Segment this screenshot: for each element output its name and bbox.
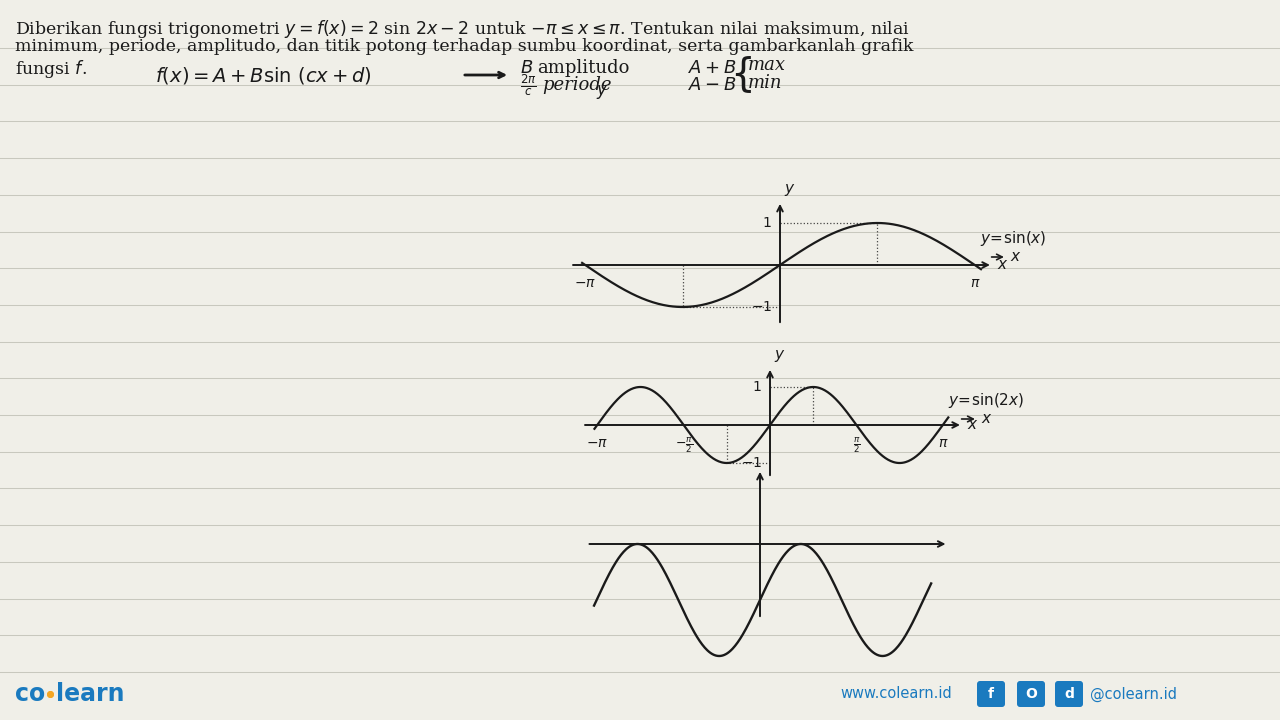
- FancyBboxPatch shape: [977, 681, 1005, 707]
- Text: min: min: [748, 74, 782, 92]
- Text: amplitudo: amplitudo: [538, 59, 630, 77]
- Text: co: co: [15, 682, 45, 706]
- Text: $\pi$: $\pi$: [969, 276, 980, 290]
- FancyBboxPatch shape: [1055, 681, 1083, 707]
- Text: $\pi$: $\pi$: [937, 436, 948, 450]
- Text: $A - B$: $A - B$: [689, 76, 736, 94]
- Text: learn: learn: [56, 682, 124, 706]
- Text: $-1$: $-1$: [751, 300, 772, 314]
- Text: $x$: $x$: [980, 412, 992, 426]
- Text: $-\pi$: $-\pi$: [575, 276, 596, 290]
- Text: f: f: [988, 687, 995, 701]
- Text: @colearn.id: @colearn.id: [1091, 686, 1178, 701]
- Text: $x$: $x$: [997, 258, 1009, 272]
- Text: minimum, periode, amplitudo, dan titik potong terhadap sumbu koordinat, serta ga: minimum, periode, amplitudo, dan titik p…: [15, 38, 914, 55]
- Text: $y\!=\!\sin(2x)$: $y\!=\!\sin(2x)$: [947, 391, 1024, 410]
- Text: $y$: $y$: [596, 83, 608, 101]
- Text: $-1$: $-1$: [741, 456, 762, 470]
- Text: $1$: $1$: [763, 216, 772, 230]
- Text: O: O: [1025, 687, 1037, 701]
- Text: Diberikan fungsi trigonometri $y = f(x) = 2$ sin $2x - 2$ untuk $-\pi \leq x \le: Diberikan fungsi trigonometri $y = f(x) …: [15, 18, 910, 40]
- Text: $\frac{2\pi}{c}$: $\frac{2\pi}{c}$: [520, 72, 536, 98]
- Text: $A+B$: $A+B$: [689, 59, 736, 77]
- Text: $y$: $y$: [774, 348, 786, 364]
- Text: $-\frac{\pi}{2}$: $-\frac{\pi}{2}$: [675, 436, 692, 455]
- Text: $\{$: $\{$: [730, 55, 751, 96]
- Text: periode: periode: [541, 76, 612, 94]
- Text: d: d: [1064, 687, 1074, 701]
- Text: $x$: $x$: [1010, 250, 1021, 264]
- Text: $B$: $B$: [520, 59, 534, 77]
- Text: $\frac{\pi}{2}$: $\frac{\pi}{2}$: [852, 436, 860, 455]
- FancyBboxPatch shape: [1018, 681, 1044, 707]
- Text: fungsi $f$.: fungsi $f$.: [15, 58, 87, 80]
- Text: www.colearn.id: www.colearn.id: [840, 686, 952, 701]
- Text: $1$: $1$: [753, 380, 762, 394]
- Text: $y$: $y$: [783, 182, 796, 198]
- Text: max: max: [748, 56, 786, 74]
- Text: $f(x) = A + B\sin\,(cx+d)$: $f(x) = A + B\sin\,(cx+d)$: [155, 65, 371, 86]
- Text: $y\!=\!\sin(x)$: $y\!=\!\sin(x)$: [979, 229, 1046, 248]
- Text: $-\pi$: $-\pi$: [586, 436, 608, 450]
- Text: $x$: $x$: [966, 418, 978, 432]
